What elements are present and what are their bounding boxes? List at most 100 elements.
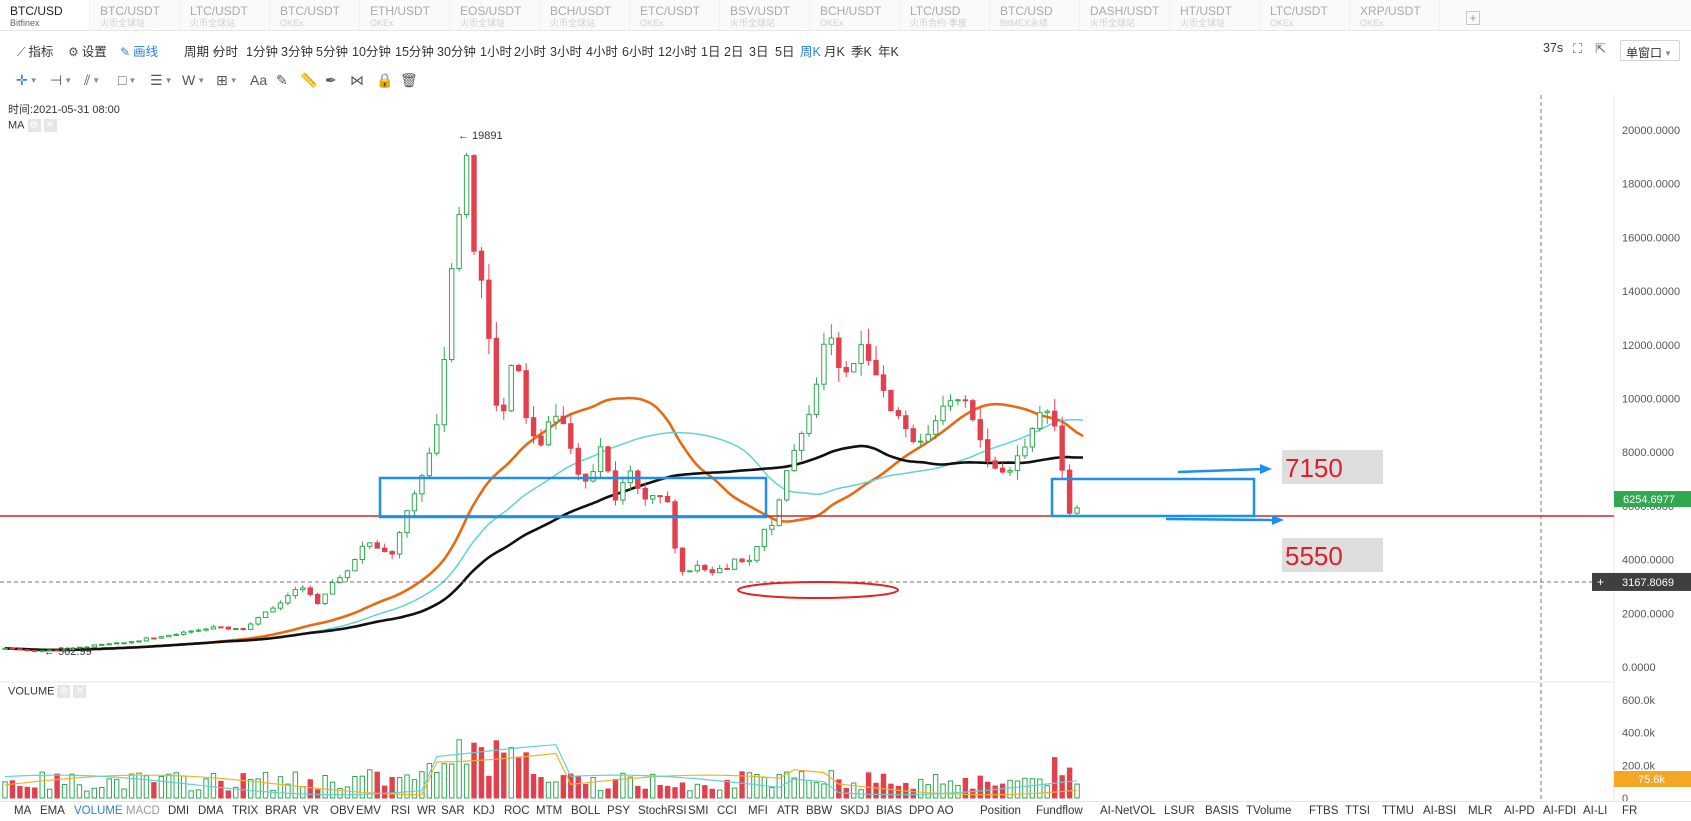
symbol-tab[interactable]: LTC/USDT 火币全球站 (180, 0, 270, 30)
symbol-tab[interactable]: ETC/USDT OKEx (630, 0, 720, 30)
symbol-tab[interactable]: BCH/USDT 火币全球站 (540, 0, 630, 30)
indicator-tab[interactable]: FTBS (1309, 805, 1339, 817)
indicator-tab[interactable]: EMA (40, 805, 65, 817)
indicator-tab[interactable]: BASIS (1205, 805, 1239, 817)
indicator-tab[interactable]: RSI (391, 805, 411, 817)
period-option[interactable]: 分时 (213, 45, 239, 59)
settings-button[interactable]: ⚙ 设置 (68, 45, 107, 59)
period-option[interactable]: 1日 (701, 45, 721, 59)
window-select[interactable]: 单窗口 ▼ (1620, 40, 1680, 61)
period-option[interactable]: 2小时 (514, 45, 546, 59)
symbol-tab[interactable]: HT/USDT 火币全球站 (1170, 0, 1260, 30)
indicator-tab[interactable]: ATR (777, 805, 800, 817)
text-tool-icon[interactable]: Aa (250, 72, 267, 88)
indicator-tab[interactable]: TTSI (1345, 805, 1370, 817)
period-option[interactable]: 3小时 (550, 45, 582, 59)
symbol-tab[interactable]: BTC/USDT 火币全球站 (90, 0, 180, 30)
ruler-tool-icon[interactable]: 📏 (300, 72, 317, 88)
period-option[interactable]: 1分钟 (246, 45, 278, 59)
exit-layout-icon[interactable]: ⇱ (1595, 41, 1606, 56)
indicator-tab[interactable]: AI-PD (1504, 805, 1535, 817)
ma-settings-icon[interactable]: ⚙ (27, 119, 41, 132)
period-option[interactable]: 1小时 (480, 45, 512, 59)
add-tab-button[interactable]: + (1466, 11, 1480, 25)
sequence-tool-icon[interactable]: ⋈ (350, 72, 364, 88)
symbol-tab[interactable]: BTC/USD Bitfinex (0, 0, 90, 30)
wave-tool-icon[interactable]: W ▼ (182, 72, 205, 89)
indicator-tab[interactable]: EMV (356, 805, 381, 817)
indicator-tab[interactable]: BRAR (265, 805, 297, 817)
period-option[interactable]: 3日 (749, 45, 769, 59)
period-option[interactable]: 2日 (724, 45, 744, 59)
indicator-tab[interactable]: TVolume (1246, 805, 1292, 817)
crosshair-tool-icon[interactable]: ✛ ▼ (16, 72, 38, 89)
indicator-tab[interactable]: AI-LI (1583, 805, 1608, 817)
symbol-tab[interactable]: ETH/USDT OKEx (360, 0, 450, 30)
indicator-tab[interactable]: BIAS (876, 805, 903, 817)
symbol-tab[interactable]: BCH/USDT OKEx (810, 0, 900, 30)
indicator-tab[interactable]: FR (1622, 805, 1638, 817)
period-option[interactable]: 12小时 (658, 45, 697, 59)
indicator-tab[interactable]: BBW (806, 805, 833, 817)
pen-tool-icon[interactable]: ✒ (325, 72, 337, 88)
horizontal-line-tool-icon[interactable]: ⊣ ▼ (50, 72, 72, 89)
indicator-tab[interactable]: AI-FDI (1543, 805, 1577, 817)
period-option[interactable]: 30分钟 (437, 45, 476, 59)
rectangle-tool-icon[interactable]: □ ▼ (118, 72, 136, 89)
measure-tool-icon[interactable]: ⊞ ▼ (216, 72, 238, 89)
symbol-tab[interactable]: BTC/USD BitMEX永续 (990, 0, 1080, 30)
indicator-tab[interactable]: Fundflow (1036, 805, 1083, 817)
indicator-tab[interactable]: MFI (748, 805, 768, 817)
parallel-channel-tool-icon[interactable]: ☰ ▼ (150, 72, 172, 89)
volume-close-icon[interactable]: ✕ (73, 685, 87, 698)
period-option[interactable]: 4小时 (586, 45, 618, 59)
indicator-tab[interactable]: TTMU (1382, 805, 1414, 817)
indicator-tab[interactable]: KDJ (473, 805, 495, 817)
indicator-tab[interactable]: LSUR (1164, 805, 1195, 817)
indicator-tab[interactable]: WR (417, 805, 437, 817)
indicator-tab[interactable]: PSY (607, 805, 631, 817)
indicator-tab[interactable]: Position (980, 805, 1021, 817)
period-option[interactable]: 周K (800, 45, 821, 59)
indicator-tab[interactable]: MLR (1468, 805, 1493, 817)
period-option[interactable]: 5分钟 (316, 45, 348, 59)
symbol-tab[interactable]: DASH/USDT 火币全球站 (1080, 0, 1170, 30)
symbol-tab[interactable]: XRP/USDT OKEx (1350, 0, 1440, 30)
period-option[interactable]: 3分钟 (281, 45, 313, 59)
period-option[interactable]: 季K (851, 45, 872, 59)
indicator-tab[interactable]: DMA (198, 805, 224, 817)
ma-close-icon[interactable]: ✕ (43, 119, 57, 132)
period-option[interactable]: 6小时 (622, 45, 654, 59)
period-option[interactable]: 年K (878, 45, 899, 59)
lock-tool-icon[interactable]: 🔒 (376, 72, 393, 88)
volume-settings-icon[interactable]: ⚙ (57, 685, 71, 698)
period-option[interactable]: 15分钟 (395, 45, 434, 59)
fullscreen-icon[interactable]: ⛶ (1573, 41, 1583, 56)
indicator-tab[interactable]: AI-NetVOL (1100, 805, 1156, 817)
brush-tool-icon[interactable]: ✎ (276, 72, 288, 88)
indicator-tab[interactable]: AI-BSI (1423, 805, 1457, 817)
indicator-tab[interactable]: DPO (909, 805, 934, 817)
indicator-button[interactable]: ⟋ 指标 (17, 45, 54, 59)
period-option[interactable]: 月K (824, 45, 845, 59)
indicator-tab[interactable]: MTM (536, 805, 563, 817)
indicator-tab[interactable]: ROC (504, 805, 530, 817)
indicator-tab[interactable]: VR (303, 805, 319, 817)
indicator-tab[interactable]: SMI (688, 805, 709, 817)
trash-tool-icon[interactable]: 🗑 (400, 72, 418, 88)
indicator-tab[interactable]: MACD (126, 805, 160, 817)
indicator-tab[interactable]: VOLUME (74, 805, 123, 817)
symbol-tab[interactable]: LTC/USDT OKEx (1260, 0, 1350, 30)
indicator-tab[interactable]: BOLL (571, 805, 601, 817)
period-dropdown[interactable]: 周期 ▼ (184, 45, 219, 59)
symbol-tab[interactable]: LTC/USD 火币合约·季度 (900, 0, 990, 30)
indicator-tab[interactable]: SKDJ (840, 805, 870, 817)
draw-button[interactable]: ✎ 画线 (120, 45, 159, 59)
indicator-tab[interactable]: DMI (168, 805, 190, 817)
trend-line-tool-icon[interactable]: ⫽ ▼ (84, 72, 100, 89)
indicator-tab[interactable]: OBV (330, 805, 355, 817)
period-option[interactable]: 10分钟 (352, 45, 391, 59)
period-option[interactable]: 5日 (775, 45, 795, 59)
indicator-tab[interactable]: AO (937, 805, 954, 817)
indicator-tab[interactable]: TRIX (232, 805, 259, 817)
